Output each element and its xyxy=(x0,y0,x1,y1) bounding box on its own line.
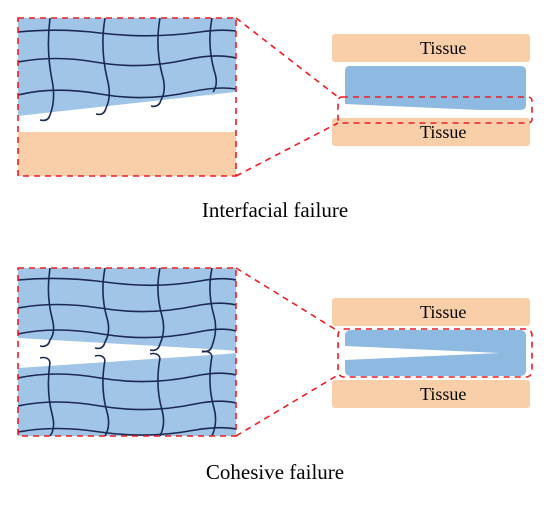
adhesive-layer xyxy=(345,66,526,110)
connector-line-bottom xyxy=(236,375,338,436)
tissue-label-bottom: Tissue xyxy=(420,384,466,404)
figure-root: Tissue Tissue Interfaci xyxy=(0,0,550,513)
adhesive-lower-half xyxy=(345,353,526,376)
caption-cohesive: Cohesive failure xyxy=(0,460,550,485)
connector-line-top xyxy=(236,18,338,97)
tissue-label-top: Tissue xyxy=(420,302,466,322)
zoom-tissue xyxy=(18,132,236,176)
adhesive-upper-half xyxy=(345,330,526,353)
tissue-label-bottom: Tissue xyxy=(420,122,466,142)
caption-interfacial: Interfacial failure xyxy=(0,198,550,223)
connector-line-top xyxy=(236,268,338,331)
tissue-label-top: Tissue xyxy=(420,38,466,58)
connector-line-bottom xyxy=(236,123,338,176)
